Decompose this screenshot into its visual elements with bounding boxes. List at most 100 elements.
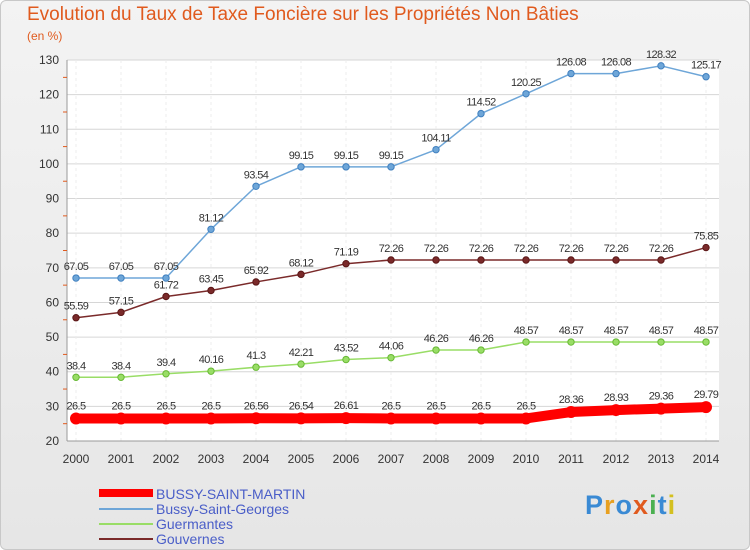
legend-swatch xyxy=(99,538,153,540)
data-point xyxy=(520,412,532,425)
data-label: 29.79 xyxy=(694,389,719,401)
data-label: 67.05 xyxy=(154,261,179,273)
data-point xyxy=(657,62,665,70)
data-label: 26.61 xyxy=(334,400,359,412)
data-label: 99.15 xyxy=(289,150,314,162)
data-point xyxy=(205,412,217,425)
logo-letter: r xyxy=(604,490,616,520)
data-point xyxy=(475,412,487,425)
x-tick-label: 2012 xyxy=(603,452,630,466)
data-label: 126.08 xyxy=(556,57,587,69)
data-label: 68.12 xyxy=(289,257,314,269)
data-point xyxy=(252,182,260,190)
data-label: 46.26 xyxy=(424,333,449,345)
series-guermantes xyxy=(72,338,710,381)
data-point xyxy=(657,338,665,346)
y-tick-label: 130 xyxy=(39,53,59,67)
data-point xyxy=(207,225,215,234)
axes xyxy=(63,60,719,442)
data-point xyxy=(340,412,352,425)
data-label: 72.26 xyxy=(604,243,629,255)
data-label: 26.5 xyxy=(381,400,400,412)
data-point xyxy=(162,370,170,378)
y-tick-label: 50 xyxy=(46,330,60,344)
y-tick-label: 100 xyxy=(39,157,59,171)
data-point xyxy=(207,286,215,295)
y-axis-ticks: 20 30 40 50 60 70 80 90 100 110 120 130 xyxy=(39,53,59,448)
data-point xyxy=(612,256,620,264)
data-point xyxy=(477,256,485,264)
data-point xyxy=(387,163,395,171)
x-tick-label: 2000 xyxy=(63,452,90,466)
data-label: 41.3 xyxy=(246,350,265,362)
data-label: 71.19 xyxy=(334,247,359,259)
data-label: 99.15 xyxy=(379,150,404,162)
data-point xyxy=(160,412,172,425)
x-tick-label: 2010 xyxy=(513,452,540,466)
y-tick-label: 20 xyxy=(46,434,60,448)
legend-label: Gouvernes xyxy=(156,531,225,547)
data-point xyxy=(162,274,170,282)
data-label: 48.57 xyxy=(604,325,629,337)
x-tick-label: 2011 xyxy=(558,452,584,466)
data-label: 28.93 xyxy=(604,392,629,404)
data-point xyxy=(297,360,305,368)
logo-letter: t xyxy=(657,490,668,520)
data-point xyxy=(385,412,397,425)
legend-swatch xyxy=(99,508,153,510)
x-tick-label: 2013 xyxy=(648,452,675,466)
data-point xyxy=(612,69,620,78)
data-label: 72.26 xyxy=(559,243,584,255)
data-label: 26.5 xyxy=(156,400,175,412)
data-point xyxy=(565,406,577,419)
series-bussy-saint-martin xyxy=(70,401,712,425)
grid-lines xyxy=(67,59,719,442)
proxiti-logo: Proxiti xyxy=(585,490,676,521)
data-label: 120.25 xyxy=(511,77,542,89)
data-label: 99.15 xyxy=(334,150,359,162)
data-point xyxy=(117,274,125,282)
logo-letter: o xyxy=(615,490,634,520)
data-point xyxy=(72,314,80,322)
legend-label: Guermantes xyxy=(156,516,234,532)
data-labels: 67.05 67.05 67.05 81.12 93.54 99.15 99.15 99.15… xyxy=(64,49,722,413)
data-label: 26.56 xyxy=(244,400,269,412)
data-label: 126.08 xyxy=(601,57,632,69)
data-label: 104.11 xyxy=(421,133,451,145)
x-tick-label: 2002 xyxy=(153,452,180,466)
legend-label: BUSSY-SAINT-MARTIN xyxy=(156,486,306,502)
data-label: 26.54 xyxy=(289,400,314,412)
data-label: 72.26 xyxy=(649,243,674,255)
data-point xyxy=(295,412,307,425)
data-label: 26.5 xyxy=(471,400,490,412)
y-tick-label: 70 xyxy=(46,261,60,275)
data-point xyxy=(522,256,530,264)
data-label: 26.5 xyxy=(516,400,535,412)
data-label: 29.36 xyxy=(649,391,674,403)
data-point xyxy=(430,412,442,425)
legend-swatch xyxy=(99,489,153,497)
data-point xyxy=(432,256,440,264)
data-label: 26.5 xyxy=(66,400,85,412)
y-tick-label: 30 xyxy=(46,399,60,413)
data-label: 48.57 xyxy=(694,325,719,337)
logo-letter: i xyxy=(649,490,658,520)
data-label: 61.72 xyxy=(154,279,179,291)
data-point xyxy=(612,338,620,346)
x-tick-label: 2004 xyxy=(243,452,270,466)
data-label: 43.52 xyxy=(334,343,359,355)
data-point xyxy=(522,90,530,98)
x-tick-label: 2003 xyxy=(198,452,225,466)
data-label: 26.5 xyxy=(111,400,130,412)
data-point xyxy=(387,256,395,264)
logo-letter: P xyxy=(585,490,605,520)
y-tick-label: 60 xyxy=(46,295,60,309)
data-label: 26.5 xyxy=(426,400,445,412)
data-label: 72.26 xyxy=(424,243,449,255)
x-tick-label: 2007 xyxy=(378,452,405,466)
x-tick-label: 2006 xyxy=(333,452,360,466)
data-point xyxy=(72,373,80,381)
data-label: 128.32 xyxy=(646,49,677,61)
